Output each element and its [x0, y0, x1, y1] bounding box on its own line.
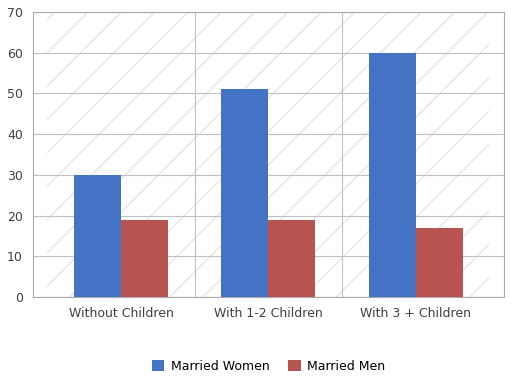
Bar	[74, 175, 121, 297]
Bar	[221, 90, 268, 297]
Bar	[368, 53, 415, 297]
Bar	[268, 220, 315, 297]
Legend: Married Women, Married Men: Married Women, Married Men	[147, 355, 390, 378]
Bar	[121, 220, 168, 297]
Bar	[415, 228, 463, 297]
